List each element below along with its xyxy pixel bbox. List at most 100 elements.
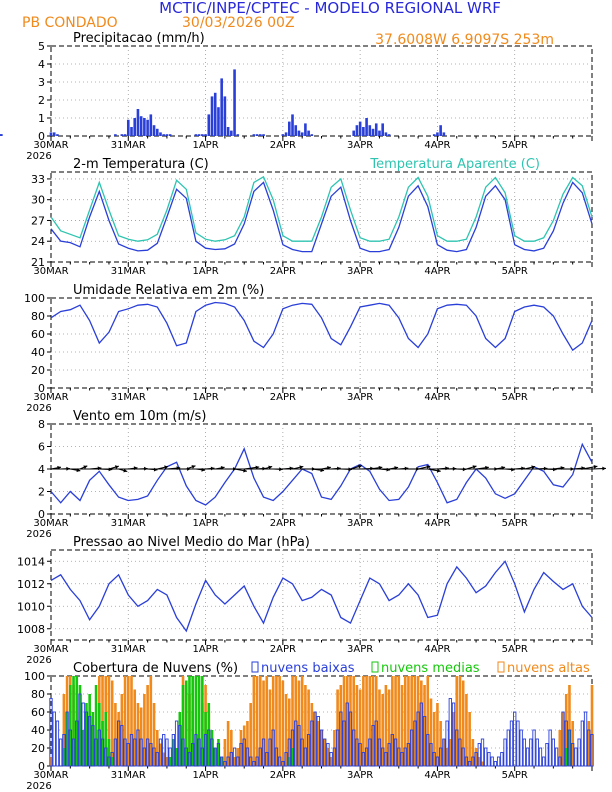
cloud-bar-high bbox=[323, 739, 327, 766]
panel-title: Umidade Relativa em 2m (%) bbox=[73, 283, 264, 298]
x-tick-label: 30MAR bbox=[33, 140, 68, 151]
precip-bar bbox=[432, 134, 436, 136]
precip-bar bbox=[201, 134, 204, 136]
x-tick-label: 4APR bbox=[424, 392, 450, 403]
wind-arrow-head bbox=[593, 465, 598, 469]
cloud-bar-low bbox=[419, 702, 423, 767]
cloud-bar-low bbox=[542, 756, 546, 767]
x-tick-label: 5APR bbox=[502, 140, 528, 151]
precip-bar bbox=[139, 116, 143, 136]
cloud-bar-low bbox=[558, 756, 562, 767]
precip-bar bbox=[297, 130, 301, 136]
cloud-bar-low bbox=[587, 729, 591, 767]
precip-bar bbox=[291, 114, 294, 136]
x-tick-label: 5APR bbox=[502, 392, 528, 403]
cloud-bar-high bbox=[316, 721, 320, 766]
cloud-bar-high bbox=[439, 721, 442, 766]
cloud-bar-high bbox=[410, 676, 413, 766]
cloud-bar-high bbox=[471, 739, 475, 766]
cloud-bar-low bbox=[178, 725, 182, 767]
precip-bar bbox=[304, 123, 307, 136]
legend-swatch bbox=[497, 661, 505, 673]
cloud-bar-low bbox=[525, 747, 530, 767]
cloud-bar-low bbox=[477, 743, 481, 767]
cloud-bar-high bbox=[371, 676, 375, 766]
precip-bar bbox=[213, 92, 217, 136]
x-tick-label: 2APR bbox=[270, 392, 296, 403]
cloud-bar-low bbox=[104, 747, 108, 767]
y-tick-label: 1008 bbox=[17, 623, 45, 636]
x-tick-label: 31MAR bbox=[111, 644, 146, 655]
x-tick-label: 4APR bbox=[424, 266, 450, 277]
cloud-bar-low bbox=[416, 711, 420, 767]
cloud-bar-high bbox=[152, 703, 156, 766]
x-tick-label: 4APR bbox=[424, 644, 450, 655]
wind-arrow-head bbox=[133, 466, 138, 471]
cloud-bar-low bbox=[319, 729, 324, 767]
precip-bar bbox=[56, 134, 59, 136]
cloud-bar-low bbox=[294, 720, 298, 767]
precip-bar bbox=[0, 134, 3, 136]
precip-bar bbox=[284, 132, 288, 136]
precip-bar bbox=[368, 125, 372, 136]
cloud-bar-low bbox=[496, 756, 501, 767]
cloud-bar-low bbox=[393, 738, 398, 767]
x-tick-label: 3APR bbox=[347, 770, 373, 781]
cloud-bar-low bbox=[87, 716, 92, 767]
cloud-bar-high bbox=[458, 676, 462, 766]
cloud-bar-low bbox=[271, 729, 275, 767]
legend-label: nuvens baixas bbox=[261, 661, 355, 676]
series-line bbox=[50, 175, 593, 242]
cloud-bar-low bbox=[445, 720, 449, 767]
x-tick-label: 3APR bbox=[347, 644, 373, 655]
x-tick-label: 4APR bbox=[424, 140, 450, 151]
panel-pressure: 1008 1010 1012 1014 30MAR 31MAR 1APR 2APR 3APR 4A… bbox=[17, 535, 593, 666]
cloud-bar-high bbox=[420, 680, 423, 766]
precip-bar bbox=[133, 118, 137, 136]
cloud-bar-high bbox=[165, 757, 169, 766]
wind-arrow-head bbox=[144, 466, 148, 471]
cloud-bar-mid bbox=[217, 739, 220, 766]
panel-title: Vento em 10m (m/s) bbox=[73, 409, 206, 424]
cloud-bar-low bbox=[554, 747, 559, 767]
precip-bar bbox=[168, 134, 172, 136]
cloud-bar-low bbox=[545, 743, 549, 767]
precip-bar bbox=[52, 132, 56, 136]
cloud-bar-low bbox=[361, 752, 366, 767]
cloud-bar-low bbox=[303, 747, 308, 767]
cloud-bar-low bbox=[400, 752, 404, 767]
precip-bar bbox=[143, 118, 146, 136]
x-tick-label: 4APR bbox=[424, 770, 450, 781]
cloud-bar-high bbox=[271, 676, 275, 766]
cloud-bar-low bbox=[471, 756, 475, 767]
cloud-bar-mid bbox=[88, 694, 91, 766]
cloud-bar-low bbox=[145, 738, 150, 767]
x-tick-label: 3APR bbox=[347, 266, 373, 277]
cloud-bar-low bbox=[139, 738, 143, 767]
x-tick-label: 4APR bbox=[424, 518, 450, 529]
cloud-bar-low bbox=[94, 738, 98, 767]
cloud-bar-high bbox=[252, 676, 256, 766]
cloud-bar-low bbox=[306, 734, 311, 767]
cloud-bar-mid bbox=[98, 703, 101, 766]
legend-label: Temperatura Aparente (C) bbox=[369, 157, 540, 172]
cloud-bar-low bbox=[297, 725, 301, 767]
panel-frame bbox=[50, 45, 593, 137]
cloud-bar-high bbox=[423, 685, 426, 766]
cloud-bar-mid bbox=[210, 730, 214, 766]
y-tick-label: 80 bbox=[31, 310, 45, 323]
cloud-bar-low bbox=[52, 711, 56, 767]
precip-bar bbox=[252, 134, 256, 136]
cloud-bar-low bbox=[487, 752, 491, 767]
cloud-bar-low bbox=[455, 729, 459, 767]
cloud-bar-low bbox=[429, 743, 433, 767]
cloud-bar-low bbox=[220, 756, 224, 767]
wind-arrow-head bbox=[220, 466, 225, 470]
x-tick-label: 5APR bbox=[502, 266, 528, 277]
y-tick-label: 1 bbox=[38, 112, 45, 125]
wind-arrow-head bbox=[83, 465, 88, 470]
cloud-bar-high bbox=[117, 712, 120, 766]
cloud-bar-low bbox=[422, 716, 427, 767]
cloud-bar-low bbox=[110, 752, 114, 767]
cloud-bar-high bbox=[461, 680, 465, 766]
